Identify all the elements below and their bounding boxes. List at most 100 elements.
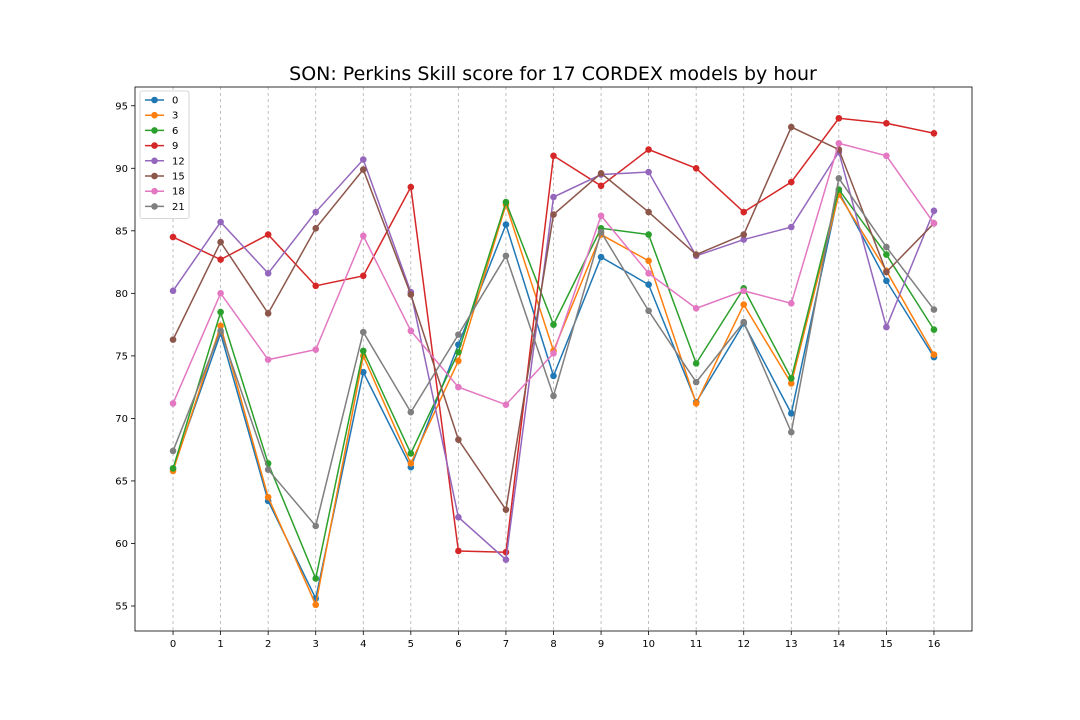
data-point	[455, 436, 462, 443]
x-tick-label: 3	[313, 639, 319, 650]
data-point	[217, 238, 224, 246]
legend-swatch-marker	[151, 187, 158, 195]
data-point	[169, 336, 177, 343]
data-point	[740, 301, 748, 308]
data-point	[645, 307, 652, 315]
legend: 0 3 6 9 12 15 18 21	[139, 90, 190, 219]
legend-swatch-marker	[151, 172, 158, 180]
data-point	[455, 331, 462, 338]
y-tick-label: 70	[115, 414, 128, 425]
data-point	[407, 183, 415, 191]
data-point	[645, 257, 652, 265]
data-point	[550, 350, 557, 357]
data-point	[787, 223, 795, 231]
data-point	[930, 129, 938, 137]
data-point	[692, 305, 700, 312]
x-tick-label: 4	[360, 639, 366, 650]
x-tick-label: 8	[550, 639, 556, 650]
data-point	[883, 152, 890, 160]
data-point	[312, 346, 320, 353]
data-point	[740, 231, 748, 238]
data-point	[312, 282, 320, 290]
legend-box	[139, 90, 190, 219]
data-point	[312, 601, 320, 609]
y-tick-label: 95	[115, 101, 128, 112]
x-tick-label: 6	[455, 639, 461, 650]
data-point	[359, 272, 367, 280]
x-tick-label: 15	[880, 639, 893, 650]
x-tick-label: 13	[785, 639, 798, 650]
data-point	[930, 306, 938, 313]
legend-swatch-marker	[151, 203, 158, 210]
data-point	[787, 380, 795, 387]
y-tick-label: 90	[115, 164, 128, 175]
data-point	[787, 428, 795, 436]
data-point	[692, 400, 700, 407]
legend-label: 0	[172, 96, 178, 107]
data-point	[597, 212, 605, 220]
data-point	[883, 323, 890, 331]
data-point	[645, 208, 652, 216]
x-tick-label: 2	[265, 639, 271, 650]
data-point	[169, 287, 177, 295]
data-point	[407, 327, 415, 335]
data-point	[645, 281, 652, 288]
data-point	[359, 166, 367, 173]
legend-swatch-marker	[151, 142, 158, 149]
chart-title: SON: Perkins Skill score for 17 CORDEX m…	[289, 63, 817, 85]
x-tick-label: 11	[690, 639, 703, 650]
legend-label: 12	[172, 156, 185, 167]
data-point	[930, 351, 938, 358]
series-9	[169, 114, 938, 556]
data-point	[787, 123, 795, 131]
data-point	[264, 356, 272, 363]
data-point	[359, 368, 367, 376]
data-point	[217, 218, 224, 226]
data-point	[883, 268, 890, 276]
data-point	[692, 360, 700, 367]
legend-swatch-marker	[151, 96, 158, 104]
series-layer	[169, 114, 938, 609]
data-point	[645, 146, 652, 153]
data-point	[502, 252, 510, 260]
x-tick-label: 12	[737, 639, 750, 650]
data-point	[455, 357, 462, 365]
data-point	[407, 450, 415, 457]
data-point	[312, 575, 320, 582]
data-point	[835, 139, 843, 147]
legend-swatch-marker	[151, 127, 158, 134]
data-point	[692, 378, 700, 386]
data-point	[455, 383, 462, 391]
y-tick-label: 60	[115, 539, 128, 550]
y-tick-label: 65	[115, 476, 128, 487]
axes: 0 1 2 3 4 5 6 7 8 9 10 11 12 13 14 15 165560657075808590…	[115, 86, 973, 650]
series-21	[169, 174, 938, 530]
data-point	[740, 318, 748, 326]
data-point	[502, 198, 510, 206]
data-point	[359, 156, 367, 163]
data-point	[787, 410, 795, 417]
data-point	[407, 291, 415, 298]
data-point	[645, 270, 652, 277]
legend-label: 6	[172, 126, 178, 137]
data-point	[502, 556, 510, 564]
y-tick-label: 75	[115, 351, 128, 362]
data-point	[645, 231, 652, 238]
x-tick-label: 1	[217, 639, 223, 650]
data-point	[455, 513, 462, 521]
data-point	[597, 228, 605, 236]
data-point	[217, 290, 224, 297]
data-point	[217, 256, 224, 263]
data-point	[930, 326, 938, 333]
legend-label: 3	[172, 111, 178, 122]
data-point	[169, 447, 177, 455]
data-point	[550, 372, 557, 380]
data-point	[550, 193, 557, 201]
y-tick-label: 80	[115, 289, 128, 300]
data-point	[550, 321, 557, 328]
series-6	[169, 186, 938, 582]
data-point	[455, 348, 462, 356]
data-point	[550, 392, 557, 400]
data-point	[502, 221, 510, 228]
plot-frame	[134, 86, 973, 632]
